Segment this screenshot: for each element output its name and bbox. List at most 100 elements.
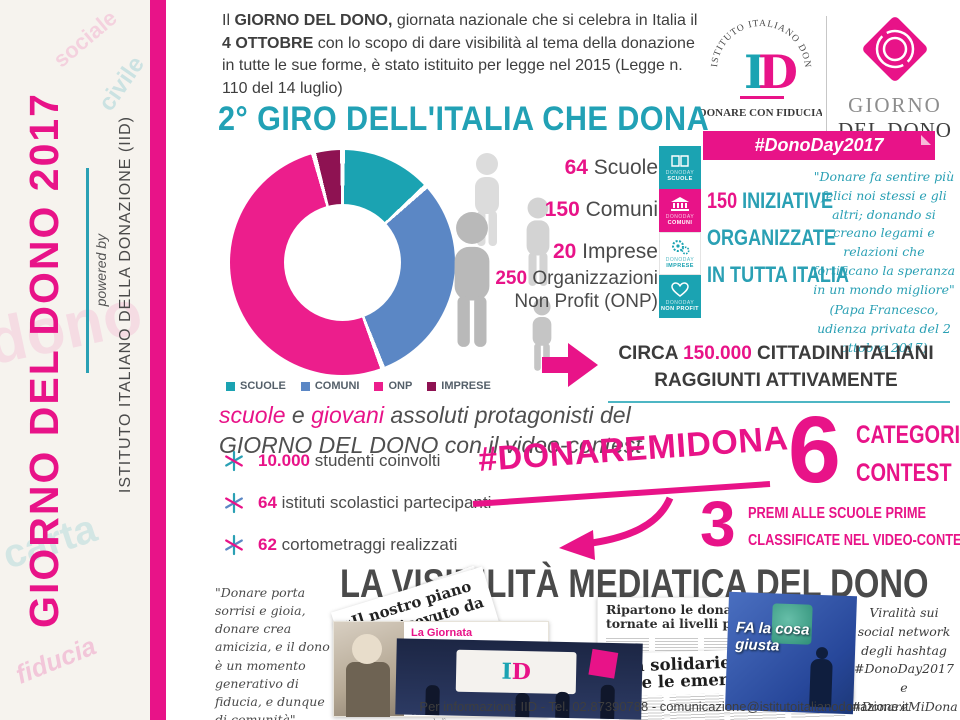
stat-value: 64 (564, 156, 588, 179)
legend-swatch (300, 381, 310, 391)
initiatives-callout: 150 INIZIATIVE ORGANIZZATE IN TUTTA ITAL… (707, 182, 849, 293)
bullet-number: 62 (258, 535, 277, 554)
pope-quote-attribution: (Papa Francesco, udienza privata del 2 o… (817, 302, 951, 355)
category-icon-strip: DONODAY SCUOLE DONODAY COMUNI DONODAY IM… (659, 146, 701, 318)
stat-label-line2: Non Profit (ONP) (514, 290, 658, 312)
tile-text: DONODAY (665, 213, 695, 220)
legend-swatch (226, 381, 235, 391)
prizes-label: CLASSIFICATE NEL VIDEO-CONTEST (748, 532, 960, 549)
powered-by-vertical: powered by (90, 0, 112, 720)
tile-text: DONODAY (665, 256, 695, 263)
tile-text: COMUNI (667, 219, 693, 226)
reached-number: 150.000 (683, 343, 752, 364)
tile-text: DONODAY (665, 299, 695, 306)
right-arrow-icon (542, 357, 568, 373)
gdd-diamond-icon (863, 17, 927, 81)
reached-text: CIRCA (618, 343, 684, 364)
iid-tagline: DONARE CON FIDUCIA (700, 107, 822, 119)
tile-text: SCUOLE (667, 175, 693, 182)
legend-label: IMPRESE (441, 380, 491, 392)
bullet-label: istituti scolastici partecipanti (276, 493, 492, 512)
legend-item: IMPRESE (427, 380, 491, 392)
legend-label: ONP (388, 380, 413, 392)
chart-legend: SCUOLE COMUNI ONP IMPRESE (226, 380, 491, 392)
iid-logo: ISTITUTO ITALIANO DONAZIONE I D DONARE C… (700, 4, 822, 119)
pope-quote: "Donare fa sentire più felici noi stessi… (810, 168, 958, 358)
prizes-number: 3 (700, 488, 736, 560)
stage-logo-i: I (501, 658, 513, 685)
footer-contact-info: Per informazioni: IID - Tel. 02.87390788… (419, 699, 909, 714)
event-title-vertical: GIORNO DEL DONO 2017 (4, 0, 84, 720)
legend-label: SCUOLE (240, 380, 286, 392)
tv-screenshot-show: FA la cosa giusta (724, 591, 858, 715)
left-sidebar: dono carta fiducia civile sociale GIORNO… (0, 0, 150, 720)
tile-nonprofit: DONODAY NON PROFIT (659, 275, 701, 318)
contest-label: CATEGORIE (856, 421, 960, 449)
protagonists-text: e (285, 402, 312, 428)
tile-imprese: DONODAY IMPRESE (659, 232, 701, 275)
heart-icon (671, 281, 689, 297)
right-arrow-icon (568, 343, 598, 387)
intro-bold: GIORNO DEL DONO, (234, 12, 393, 29)
donoday-hashtag: #DonoDay2017 (754, 135, 884, 155)
star-bullet-icon (225, 534, 243, 556)
gdd-logo-line1: GIORNO (848, 93, 942, 117)
star-bullet-icon (225, 450, 243, 472)
organization-text: ISTITUTO ITALIANO DELLA DONAZIONE (IID) (117, 116, 134, 494)
initiatives-text: IN TUTTA ITALIA (707, 262, 849, 287)
protagonists-text: GIORNO DEL DONO con il video-contest (219, 431, 642, 458)
contest-label: CONTEST (856, 459, 952, 487)
clipping-photo (334, 622, 404, 717)
stage-logo-d: D (511, 658, 532, 686)
legend-item: COMUNI (300, 380, 359, 392)
reached-text: RAGGIUNTI ATTIVAMENTE (654, 369, 898, 391)
donut-chart (230, 150, 455, 375)
protagonists-highlight: giovani (311, 402, 384, 428)
protagonists-heading: scuole e giovani assoluti protagonisti d… (219, 401, 642, 461)
gears-icon (672, 239, 690, 255)
initiatives-number: 150 (707, 188, 743, 213)
tile-text: IMPRESE (666, 262, 694, 269)
giorno-del-dono-logo: GIORNO DEL DONO (832, 12, 958, 143)
bullet-number: 64 (258, 493, 277, 512)
star-bullet-icon (225, 492, 243, 514)
powered-by-text: powered by (93, 233, 109, 307)
mattarella-quote: "Donare porta sorrisi e gioia, donare cr… (215, 584, 339, 720)
bullet-text: 10.000 studenti coinvolti (258, 451, 440, 471)
stat-label: Organizzazioni (527, 268, 658, 289)
reached-callout: CIRCA 150.000 CITTADINI ITALIANI RAGGIUN… (600, 341, 952, 394)
reached-text: CITTADINI ITALIANI (751, 343, 934, 364)
bullet-label: studenti coinvolti (310, 451, 441, 470)
stat-label: Comuni (579, 198, 658, 221)
divider-line (608, 401, 950, 403)
bullet-row: 62 cortometraggi realizzati (222, 533, 457, 557)
magenta-accent-bar (150, 0, 166, 720)
bullet-row: 10.000 studenti coinvolti (222, 449, 440, 473)
clipping-kicker: La Giornata (411, 627, 473, 639)
stat-onp: 250 Organizzazioni Non Profit (ONP) (495, 268, 658, 314)
intro-text: giornata nazionale che si celebra in Ita… (392, 12, 698, 29)
initiatives-text: ORGANIZZATE (707, 225, 836, 250)
stat-label: Imprese (576, 240, 658, 263)
event-title-text: GIORNO DEL DONO 2017 (20, 92, 67, 628)
legend-item: ONP (374, 380, 412, 392)
legend-item: SCUOLE (226, 380, 286, 392)
logo-divider (826, 16, 827, 138)
protagonists-highlight: scuole (219, 402, 286, 428)
intro-text: con lo scopo di dare visibilità al tema … (222, 34, 695, 98)
iid-monogram-d: D (758, 45, 798, 99)
protagonists-text: assoluti protagonisti del (383, 402, 631, 428)
initiatives-text: INIZIATIVE (742, 188, 833, 213)
bullet-text: 64 istituti scolastici partecipanti (258, 493, 491, 513)
organization-vertical: ISTITUTO ITALIANO DELLA DONAZIONE (IID) (112, 0, 140, 720)
bullet-label: cortometraggi realizzati (276, 535, 458, 554)
bullet-text: 62 cortometraggi realizzati (258, 535, 457, 555)
pope-quote-text: "Donare fa sentire più felici noi stessi… (812, 169, 956, 297)
donoday-ribbon: #DonoDay2017 (703, 131, 935, 160)
tile-comuni: DONODAY COMUNI (659, 189, 701, 232)
intro-paragraph: Il GIORNO DEL DONO, giornata nazionale c… (222, 10, 700, 101)
iid-monogram-i: I (744, 45, 766, 99)
stat-label: Scuole (587, 156, 658, 179)
legend-swatch (374, 381, 384, 391)
